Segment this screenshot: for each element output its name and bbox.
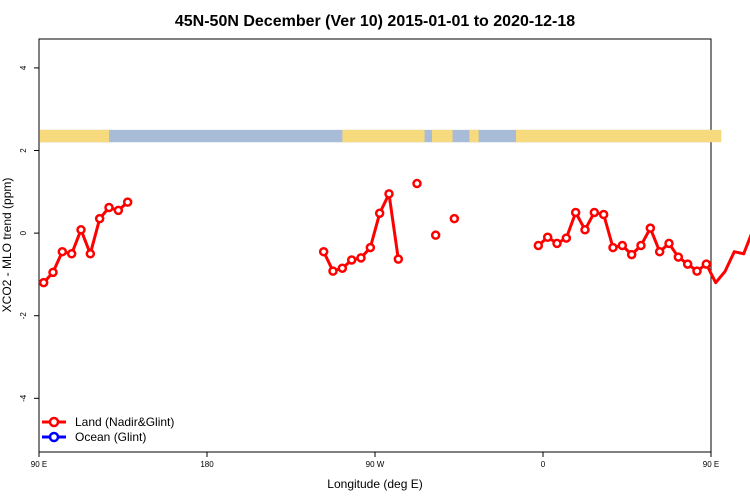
data-point [542,232,553,242]
data-point [552,238,562,249]
data-point [393,254,404,264]
y-tick-label: 2 [19,148,28,153]
data-point [66,249,77,259]
data-point [384,189,394,199]
data-point [104,202,114,213]
data-point [85,249,96,259]
y-tick-label: 0 [19,230,28,235]
legend-label: Ocean (Glint) [75,430,146,444]
map-strip [40,129,722,143]
data-point [561,233,572,243]
data-point [94,213,105,224]
series-line [42,200,129,284]
data-point [692,266,702,276]
data-point [570,207,581,218]
data-point [636,240,646,251]
data-point [346,255,357,265]
data-point [626,249,637,260]
chart-title: 45N-50N December (Ver 10) 2015-01-01 to … [175,13,575,30]
data-point [76,225,86,235]
data-point [617,240,628,251]
data-point [38,277,49,288]
data-point [337,263,348,273]
legend-marker [48,431,60,443]
data-point [48,267,58,278]
data-point [113,205,124,216]
legend-label: Land (Nadir&Glint) [75,415,174,429]
data-point [318,246,329,257]
data-point [122,197,133,207]
data-point [412,178,422,189]
data-point [682,259,693,269]
data-point [365,242,376,253]
y-tick-label: -2 [19,312,28,320]
map-land [469,129,479,143]
legend: Land (Nadir&Glint)Ocean (Glint) [42,415,174,444]
data-point [449,213,460,224]
map-land [516,129,722,143]
data-point [430,230,441,240]
x-axis: 90 E 180 90 W 0 90 E [31,452,719,469]
data-point [654,246,665,257]
data-point [356,253,366,263]
data-point [598,209,609,220]
map-land [40,129,110,143]
data-point [701,259,712,269]
data-point [589,207,600,218]
data-point [664,238,674,249]
data-point [645,223,656,233]
data-point [57,246,68,257]
data-point [533,240,544,251]
x-tick-label: 90 E [703,460,719,469]
y-axis: 4 2 0 -2 -4 [19,65,39,402]
y-axis-label: XCO2 - MLO trend (ppm) [0,178,14,313]
data-point [580,225,590,235]
x-tick-label: 0 [541,460,546,469]
data-point [374,208,385,219]
series-land [38,178,750,288]
data-point [328,266,338,276]
map-land [432,129,453,143]
y-tick-label: 4 [19,65,28,70]
data-point [673,252,684,262]
data-point [608,242,618,253]
map-land [342,129,425,143]
y-tick-label: -4 [19,394,28,402]
x-axis-label: Longitude (deg E) [327,477,422,491]
x-tick-label: 90 W [366,460,385,469]
legend-marker [48,416,60,428]
series-layer [38,178,750,288]
x-tick-label: 90 E [31,460,47,469]
x-tick-label: 180 [200,460,214,469]
